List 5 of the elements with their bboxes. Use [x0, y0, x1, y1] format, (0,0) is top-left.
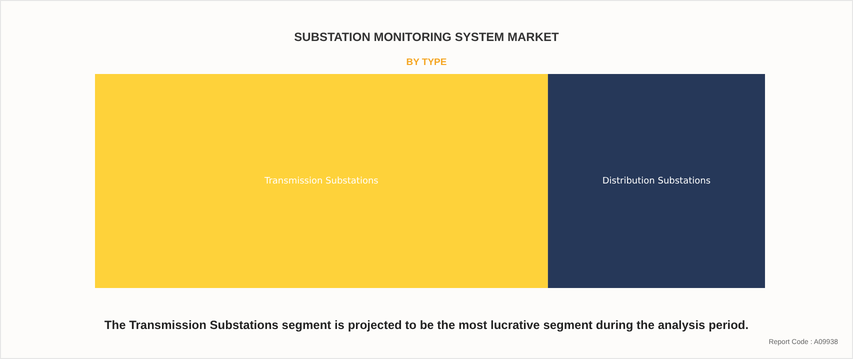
chart-subtitle: BY TYPE — [405, 57, 448, 68]
chart-title: SUBSTATION MONITORING SYSTEM MARKET — [293, 30, 560, 44]
text: The Transmission Substations segment is projected to be the most lucrative segment during the analysis period. — [103, 318, 750, 332]
series-label: Distribution Substations — [602, 176, 711, 186]
series-label: Transmission Substations — [264, 176, 379, 186]
